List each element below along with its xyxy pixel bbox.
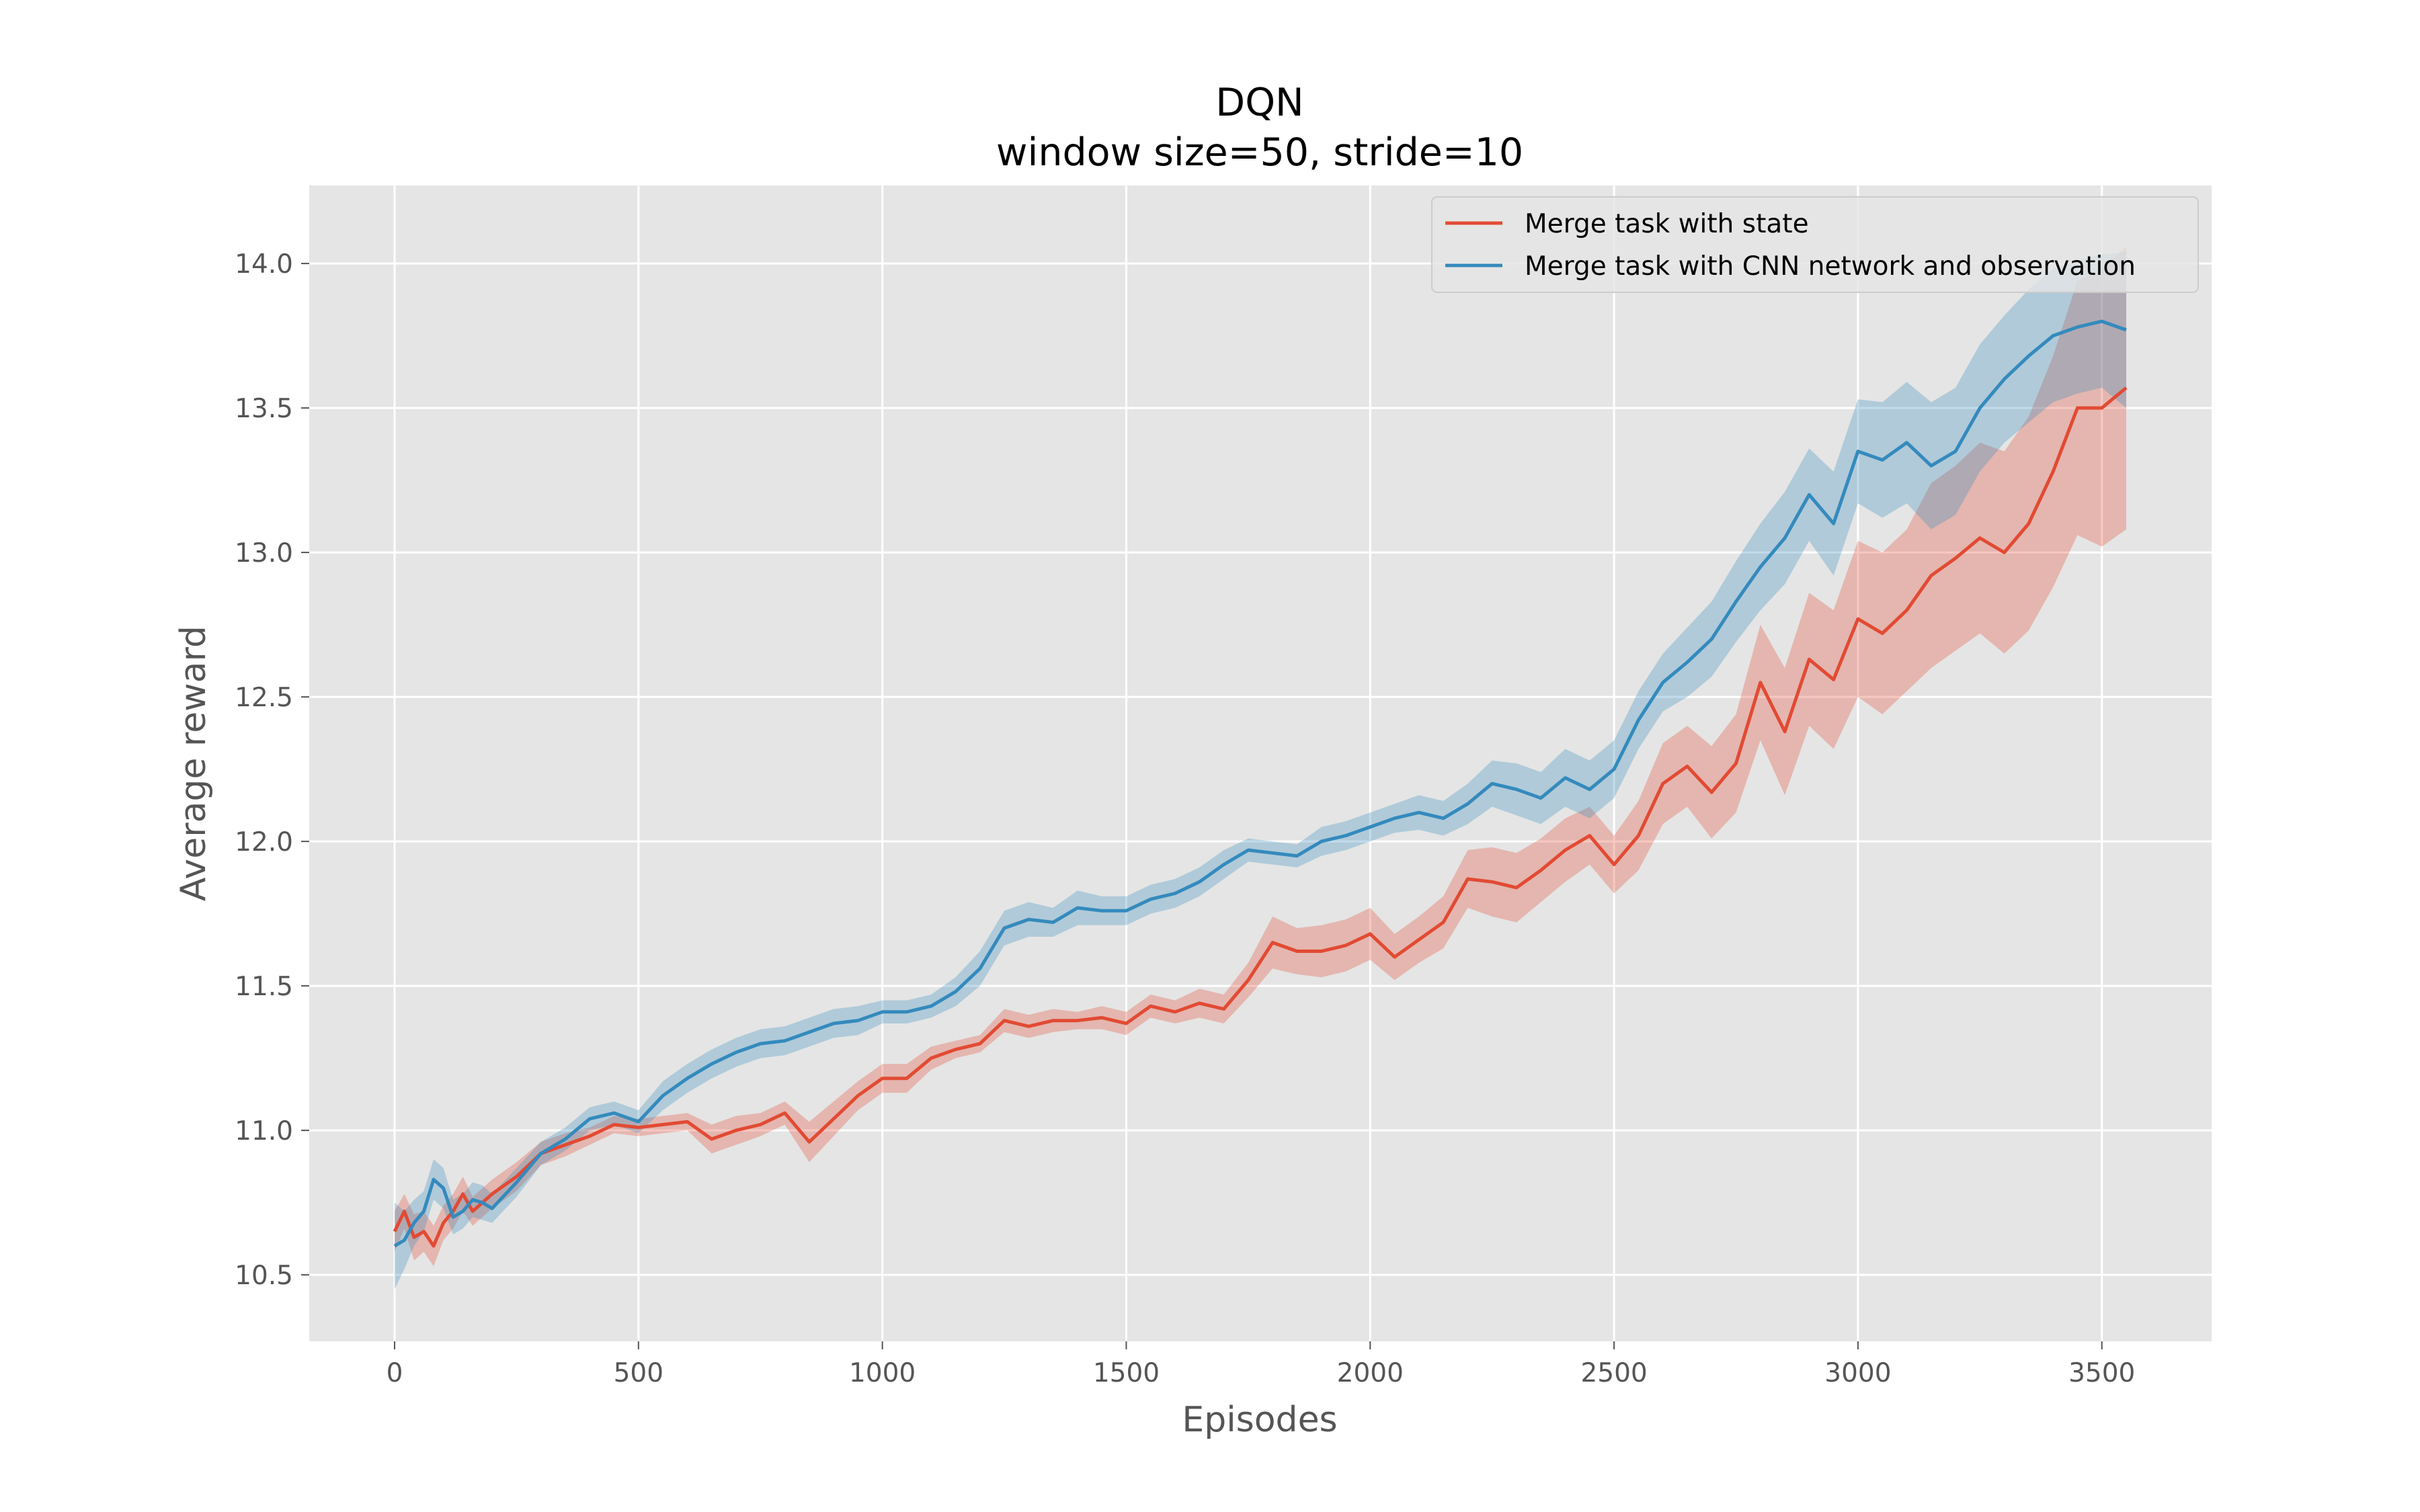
x-tick-label: 3000 (1824, 1358, 1891, 1388)
y-tick-label: 13.5 (235, 394, 293, 424)
band-state (395, 246, 2126, 1267)
x-tick-label: 1500 (1093, 1358, 1160, 1388)
y-tick-label: 10.5 (235, 1261, 293, 1291)
series-lines (393, 319, 2128, 1248)
x-tick-label: 0 (387, 1358, 403, 1388)
y-tick-label: 13.0 (235, 538, 293, 569)
y-tick-label: 14.0 (235, 249, 293, 280)
x-axis-label: Episodes (1182, 1400, 1337, 1440)
chart-subtitle: window size=50, stride=10 (996, 130, 1523, 175)
x-tick-label: 3500 (2068, 1358, 2135, 1388)
series-line-cnn (393, 319, 2127, 1248)
x-tick-label: 1000 (849, 1358, 916, 1388)
plot-area (309, 185, 2212, 1341)
y-tick-label: 12.0 (235, 827, 293, 857)
y-tick-label: 11.0 (235, 1116, 293, 1146)
legend-label-cnn: Merge task with CNN network and observat… (1525, 251, 2136, 282)
legend-label-state: Merge task with state (1525, 209, 1809, 239)
confidence-bands (395, 246, 2126, 1290)
y-axis-ticks: 10.5 11.0 11.5 12.0 12.5 13.0 13.5 14.0 (235, 249, 309, 1291)
grid (309, 185, 2212, 1341)
legend: Merge task with state Merge task with CN… (1431, 196, 2199, 293)
band-cnn (395, 251, 2126, 1290)
x-tick-label: 2000 (1337, 1358, 1404, 1388)
legend-box (1431, 196, 2199, 293)
x-tick-label: 500 (614, 1358, 663, 1388)
series-line-state (393, 386, 2128, 1248)
x-tick-label: 2500 (1580, 1358, 1647, 1388)
x-axis-ticks: 0 500 1000 1500 2000 2500 3000 3500 (387, 1341, 2135, 1388)
y-tick-label: 11.5 (235, 972, 293, 1002)
chart-title: DQN (1215, 81, 1303, 125)
y-axis-label: Average reward (173, 626, 214, 901)
y-tick-label: 12.5 (235, 683, 293, 713)
